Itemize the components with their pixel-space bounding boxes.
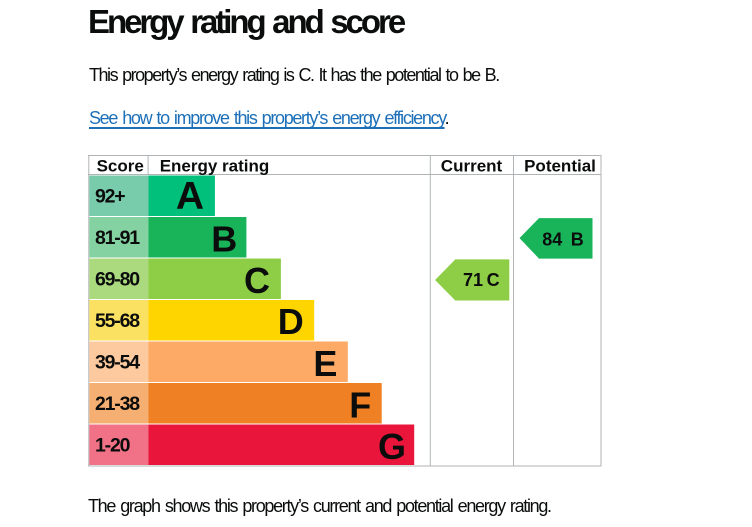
svg-text:92+: 92+ bbox=[95, 185, 125, 207]
svg-text:B: B bbox=[211, 218, 237, 259]
svg-text:Score: Score bbox=[97, 156, 144, 175]
svg-text:B: B bbox=[571, 229, 584, 249]
svg-text:E: E bbox=[313, 343, 337, 384]
svg-text:C: C bbox=[487, 270, 500, 290]
svg-text:Current: Current bbox=[441, 156, 503, 175]
svg-text:G: G bbox=[378, 426, 406, 467]
svg-text:D: D bbox=[278, 301, 304, 342]
svg-text:81-91: 81-91 bbox=[95, 227, 140, 249]
svg-text:55-68: 55-68 bbox=[95, 310, 140, 332]
svg-text:F: F bbox=[349, 384, 371, 425]
svg-text:84: 84 bbox=[542, 229, 562, 249]
svg-text:21-38: 21-38 bbox=[95, 393, 140, 415]
svg-text:C: C bbox=[244, 260, 270, 301]
svg-text:A: A bbox=[176, 175, 204, 218]
svg-text:Energy rating: Energy rating bbox=[160, 156, 270, 175]
svg-text:69-80: 69-80 bbox=[95, 268, 140, 290]
svg-text:1-20: 1-20 bbox=[95, 434, 131, 456]
svg-text:39-54: 39-54 bbox=[95, 351, 140, 373]
svg-text:71: 71 bbox=[463, 270, 483, 290]
svg-text:Potential: Potential bbox=[524, 156, 596, 175]
